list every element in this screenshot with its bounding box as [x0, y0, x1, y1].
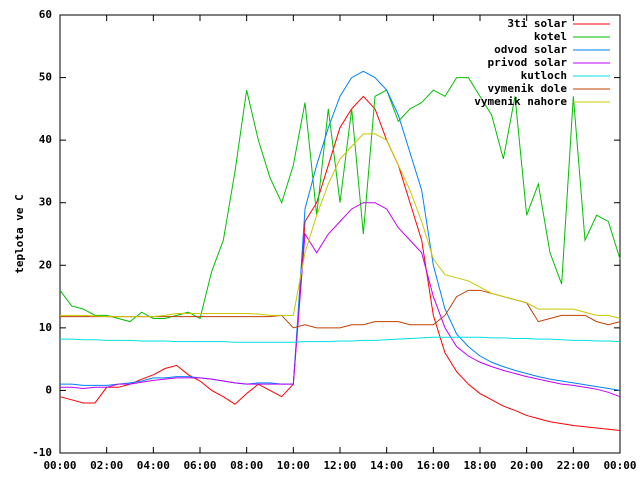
x-tick-label: 04:00	[137, 459, 170, 472]
x-tick-label: 20:00	[510, 459, 543, 472]
x-tick-label: 14:00	[370, 459, 403, 472]
x-tick-label: 02:00	[90, 459, 123, 472]
x-tick-label: 10:00	[277, 459, 310, 472]
legend-label: kotel	[534, 30, 567, 43]
y-tick-label: 0	[45, 383, 52, 396]
x-tick-label: 22:00	[557, 459, 590, 472]
series-line	[60, 336, 621, 343]
y-tick-label: -10	[32, 446, 52, 459]
legend-label: vymenik nahore	[474, 95, 567, 108]
y-tick-label: 40	[39, 133, 52, 146]
series-line	[59, 77, 621, 323]
legend-label: odvod solar	[494, 43, 567, 56]
y-axis-label: teplota ve C	[13, 194, 26, 273]
legend-label: kutloch	[521, 69, 567, 82]
x-tick-label: 16:00	[417, 459, 450, 472]
x-tick-label: 08:00	[230, 459, 263, 472]
y-tick-label: 50	[39, 71, 52, 84]
legend-label: 3ti solar	[507, 17, 567, 30]
series-line	[60, 202, 621, 398]
y-tick-label: 60	[39, 8, 52, 21]
x-tick-label: 00:00	[43, 459, 76, 472]
legend-label: vymenik dole	[488, 82, 568, 95]
y-tick-label: 30	[39, 196, 52, 209]
series-line	[60, 70, 621, 391]
y-tick-label: 20	[39, 258, 52, 271]
x-tick-label: 06:00	[183, 459, 216, 472]
series-line	[60, 133, 621, 319]
series-line	[60, 289, 621, 329]
x-tick-label: 18:00	[463, 459, 496, 472]
legend-label: privod solar	[488, 56, 568, 69]
y-tick-label: 10	[39, 321, 52, 334]
x-tick-label: 00:00	[603, 459, 636, 472]
x-tick-label: 12:00	[323, 459, 356, 472]
series-line	[59, 95, 621, 431]
